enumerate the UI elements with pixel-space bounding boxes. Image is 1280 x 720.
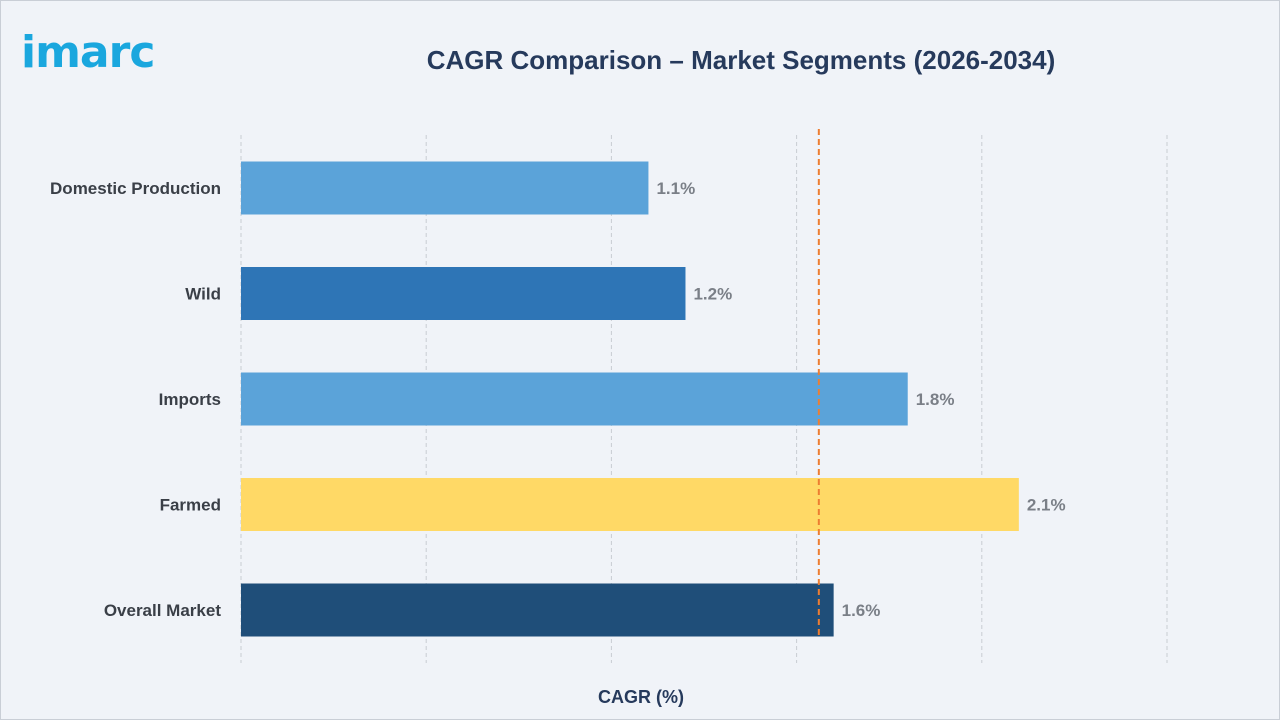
chart-title: CAGR Comparison – Market Segments (2026-… xyxy=(426,45,1056,75)
value-label: 1.8% xyxy=(916,390,955,409)
category-label: Domestic Production xyxy=(50,179,221,198)
bar xyxy=(241,161,649,215)
value-label: 1.1% xyxy=(656,179,695,198)
value-label: 1.6% xyxy=(842,601,881,620)
category-label: Imports xyxy=(159,390,221,409)
bar xyxy=(241,478,1019,531)
category-label: Overall Market xyxy=(104,601,222,620)
x-axis-label: CAGR (%) xyxy=(598,687,684,707)
bar xyxy=(241,372,908,426)
value-label: 2.1% xyxy=(1027,496,1066,515)
imarc-logo: imarc xyxy=(21,27,155,78)
value-label: 1.2% xyxy=(693,285,732,304)
bar xyxy=(241,267,686,320)
bar xyxy=(241,583,834,637)
category-label: Wild xyxy=(185,285,221,304)
category-label: Farmed xyxy=(160,496,221,515)
